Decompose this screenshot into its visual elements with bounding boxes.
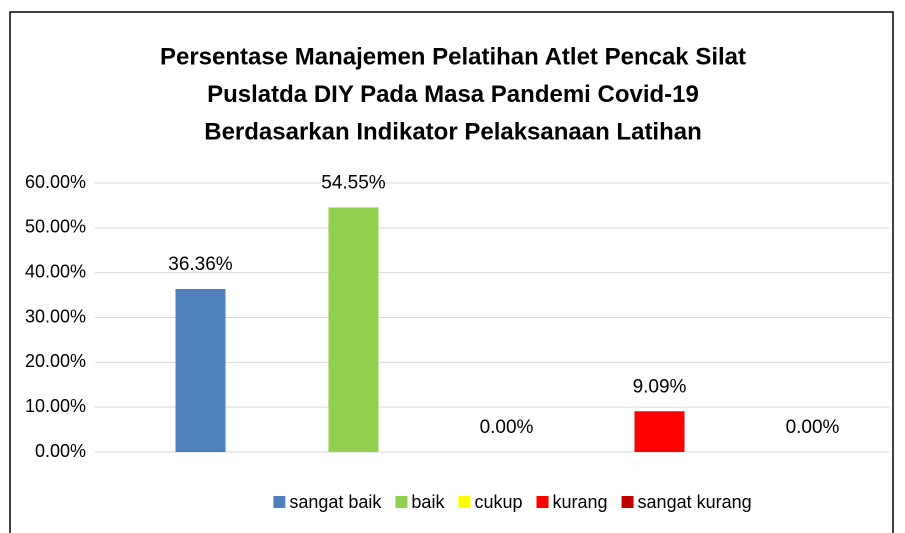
legend-label: baik bbox=[411, 492, 445, 512]
legend-label: sangat baik bbox=[289, 492, 382, 512]
value-label: 0.00% bbox=[786, 417, 840, 438]
y-tick-label: 20.00% bbox=[25, 351, 86, 371]
chart-border bbox=[9, 11, 894, 533]
value-label: 54.55% bbox=[321, 172, 386, 193]
y-tick-label: 50.00% bbox=[25, 217, 86, 237]
value-label: 0.00% bbox=[480, 417, 534, 438]
legend-swatch bbox=[458, 496, 471, 508]
legend-label: cukup bbox=[474, 492, 522, 512]
chart-title: Puslatda DIY Pada Masa Pandemi Covid-19 bbox=[207, 81, 699, 108]
value-label: 9.09% bbox=[633, 376, 687, 397]
y-tick-label: 0.00% bbox=[35, 441, 86, 461]
value-label: 36.36% bbox=[168, 254, 233, 275]
y-tick-label: 40.00% bbox=[25, 261, 86, 281]
y-tick-label: 60.00% bbox=[25, 172, 86, 192]
y-tick-label: 30.00% bbox=[25, 306, 86, 326]
y-tick-label: 10.00% bbox=[25, 396, 86, 416]
legend-swatch bbox=[395, 496, 408, 508]
bar bbox=[634, 411, 685, 452]
legend-label: kurang bbox=[553, 492, 608, 512]
chart-title: Persentase Manajemen Pelatihan Atlet Pen… bbox=[160, 43, 746, 70]
legend-swatch bbox=[273, 496, 286, 508]
bar bbox=[328, 207, 379, 452]
bar bbox=[175, 288, 226, 452]
chart-title: Berdasarkan Indikator Pelaksanaan Latiha… bbox=[204, 118, 702, 145]
legend-swatch bbox=[621, 496, 634, 508]
legend-label: sangat kurang bbox=[638, 492, 752, 512]
legend-swatch bbox=[536, 496, 549, 508]
